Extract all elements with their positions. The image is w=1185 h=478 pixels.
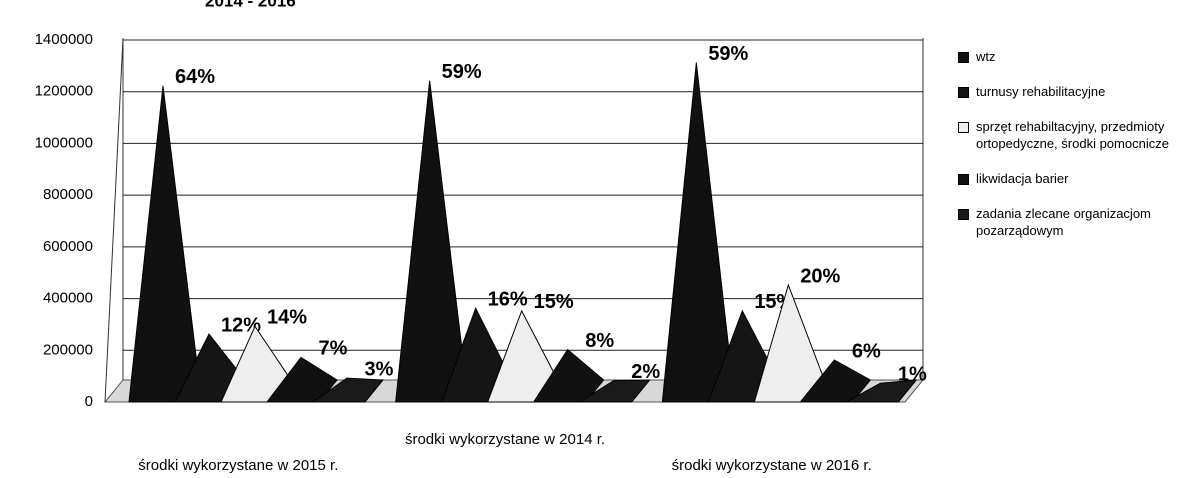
data-label: 64% xyxy=(175,66,215,88)
data-label: 1% xyxy=(898,364,927,386)
pyramid xyxy=(311,377,385,403)
y-tick-label: 200000 xyxy=(43,341,93,358)
data-label: 59% xyxy=(708,43,748,65)
data-label: 12% xyxy=(221,314,261,336)
x-tick-label: środki wykorzystane w 2014 r. xyxy=(405,431,605,448)
legend-swatch xyxy=(958,52,969,63)
data-label: 3% xyxy=(365,358,394,380)
legend-item: zadania zlecane organizacjom pozarządowy… xyxy=(958,205,1178,239)
legend-label: sprzęt rehabiltacyjny, przedmioty ortope… xyxy=(976,119,1169,151)
legend-label: zadania zlecane organizacjom pozarządowy… xyxy=(976,206,1151,238)
pyramid xyxy=(577,379,651,403)
legend-item: sprzęt rehabiltacyjny, przedmioty ortope… xyxy=(958,118,1178,152)
data-label: 20% xyxy=(800,265,840,287)
data-label: 16% xyxy=(488,289,528,311)
y-tick-label: 1200000 xyxy=(35,83,93,100)
legend-swatch xyxy=(958,122,969,133)
legend-item: likwidacja barier xyxy=(958,170,1178,187)
data-label: 59% xyxy=(442,61,482,83)
pyramid xyxy=(395,80,467,403)
legend-label: likwidacja barier xyxy=(976,171,1069,186)
legend: wtz turnusy rehabilitacyjne sprzęt rehabil… xyxy=(958,48,1178,257)
data-label: 14% xyxy=(267,307,307,329)
data-label: 8% xyxy=(585,330,614,352)
legend-swatch xyxy=(958,209,969,220)
pyramid xyxy=(661,62,733,403)
data-label: 15% xyxy=(534,291,574,313)
y-tick-label: 600000 xyxy=(43,238,93,255)
data-label: 6% xyxy=(852,340,881,362)
x-tick-label: środki wykorzystane w 2015 r. xyxy=(138,457,338,474)
y-tick-label: 800000 xyxy=(43,186,93,203)
y-tick-label: 1400000 xyxy=(35,31,93,48)
pyramid xyxy=(265,356,338,403)
pyramid xyxy=(799,359,872,403)
legend-swatch xyxy=(958,87,969,98)
legend-label: wtz xyxy=(976,49,996,64)
y-tick-label: 1000000 xyxy=(35,134,93,151)
y-tick-label: 0 xyxy=(85,393,93,410)
legend-swatch xyxy=(958,174,969,185)
legend-item: wtz xyxy=(958,48,1178,65)
legend-item: turnusy rehabilitacyjne xyxy=(958,83,1178,100)
data-label: 2% xyxy=(631,361,660,383)
legend-label: turnusy rehabilitacyjne xyxy=(976,84,1106,99)
pyramid xyxy=(846,379,918,403)
data-label: 7% xyxy=(319,338,348,360)
x-tick-label: środki wykorzystane w 2016 r. xyxy=(672,457,872,474)
wall xyxy=(104,37,124,403)
chart-title: 2014 - 2016 xyxy=(205,0,296,10)
pyramid xyxy=(128,85,200,403)
pyramid xyxy=(532,348,605,403)
y-tick-label: 400000 xyxy=(43,290,93,307)
